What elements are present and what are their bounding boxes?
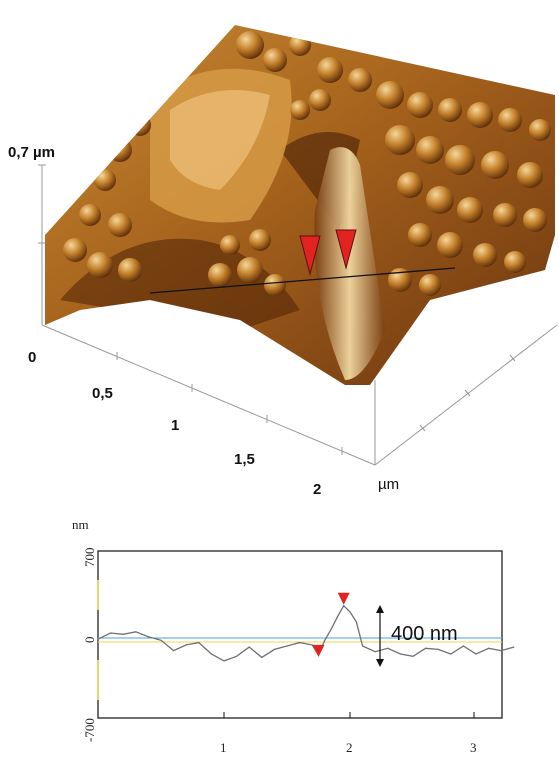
z-axis-label: 0,7 µm	[8, 144, 55, 161]
profile-point	[236, 655, 238, 657]
profile-point	[273, 648, 275, 651]
profile-point	[362, 645, 364, 647]
y-tick-label-700: 700	[82, 548, 97, 568]
profile-point	[135, 631, 137, 633]
y-tick-label-0: 0	[82, 637, 97, 644]
axis-tick-marks	[38, 164, 516, 455]
profile-point	[475, 653, 477, 655]
profile-marker-2	[337, 592, 350, 605]
profile-point	[223, 660, 225, 662]
profile-point	[500, 650, 502, 652]
profile-point	[248, 646, 250, 648]
profile-point	[488, 647, 490, 649]
profile-point	[160, 639, 162, 641]
profile-point	[374, 651, 376, 653]
profile-point	[437, 648, 439, 651]
height-arrow-down	[376, 659, 384, 667]
profile-point	[110, 632, 112, 634]
x-tick-label-3: 3	[470, 740, 477, 755]
surface-marker-1	[299, 235, 321, 276]
profile-point	[349, 611, 351, 613]
profile-marker-1	[312, 644, 325, 657]
left-base-edge	[41, 324, 376, 466]
surface-marker-2	[335, 229, 357, 270]
profile-point	[343, 605, 345, 607]
profile-point	[330, 628, 332, 630]
profile-point	[210, 653, 212, 655]
profile-point	[122, 633, 124, 635]
y-tick-label-neg700: -700	[82, 718, 97, 742]
x-unit-label: µm	[378, 476, 399, 493]
right-base-edge	[374, 324, 558, 466]
profile-point	[399, 653, 401, 655]
profile-point	[198, 642, 200, 644]
profile-point	[286, 645, 288, 647]
profile-chart: nm 700 0 -700 1 2 3 400 nm	[72, 517, 515, 755]
y-axis-unit: nm	[72, 517, 89, 532]
x-tick-label-2: 2	[346, 740, 353, 755]
height-annotation: 400 nm	[391, 623, 458, 645]
plot-frame	[97, 550, 503, 719]
x-tick-label-1: 1	[171, 417, 179, 434]
x-tick-label-0-5: 0,5	[92, 385, 113, 402]
profile-point	[185, 644, 187, 646]
x-tick-label-0: 0	[28, 349, 36, 366]
profile-point	[299, 642, 301, 644]
profile-point	[173, 650, 175, 652]
profile-point	[97, 638, 99, 640]
profile-point	[324, 639, 326, 641]
height-arrow-up	[376, 605, 384, 613]
profile-point	[311, 644, 313, 646]
profile-point	[147, 636, 149, 638]
profile-point	[336, 616, 338, 618]
profile-cut-line	[149, 267, 456, 294]
profile-point	[412, 655, 414, 657]
profile-point	[387, 647, 389, 649]
profile-point	[513, 646, 515, 648]
profile-point	[450, 653, 452, 655]
x-tick-label-1: 1	[220, 740, 227, 755]
x-tick-label-1-5: 1,5	[234, 451, 255, 468]
x-tick-label-2: 2	[313, 481, 321, 498]
profile-point	[462, 645, 464, 647]
profile-point	[261, 656, 263, 659]
profile-point	[355, 621, 357, 623]
surface-plot: 0,7 µm 0 0,5 1 1,5 2 µm	[8, 25, 558, 498]
profile-point	[425, 647, 427, 649]
